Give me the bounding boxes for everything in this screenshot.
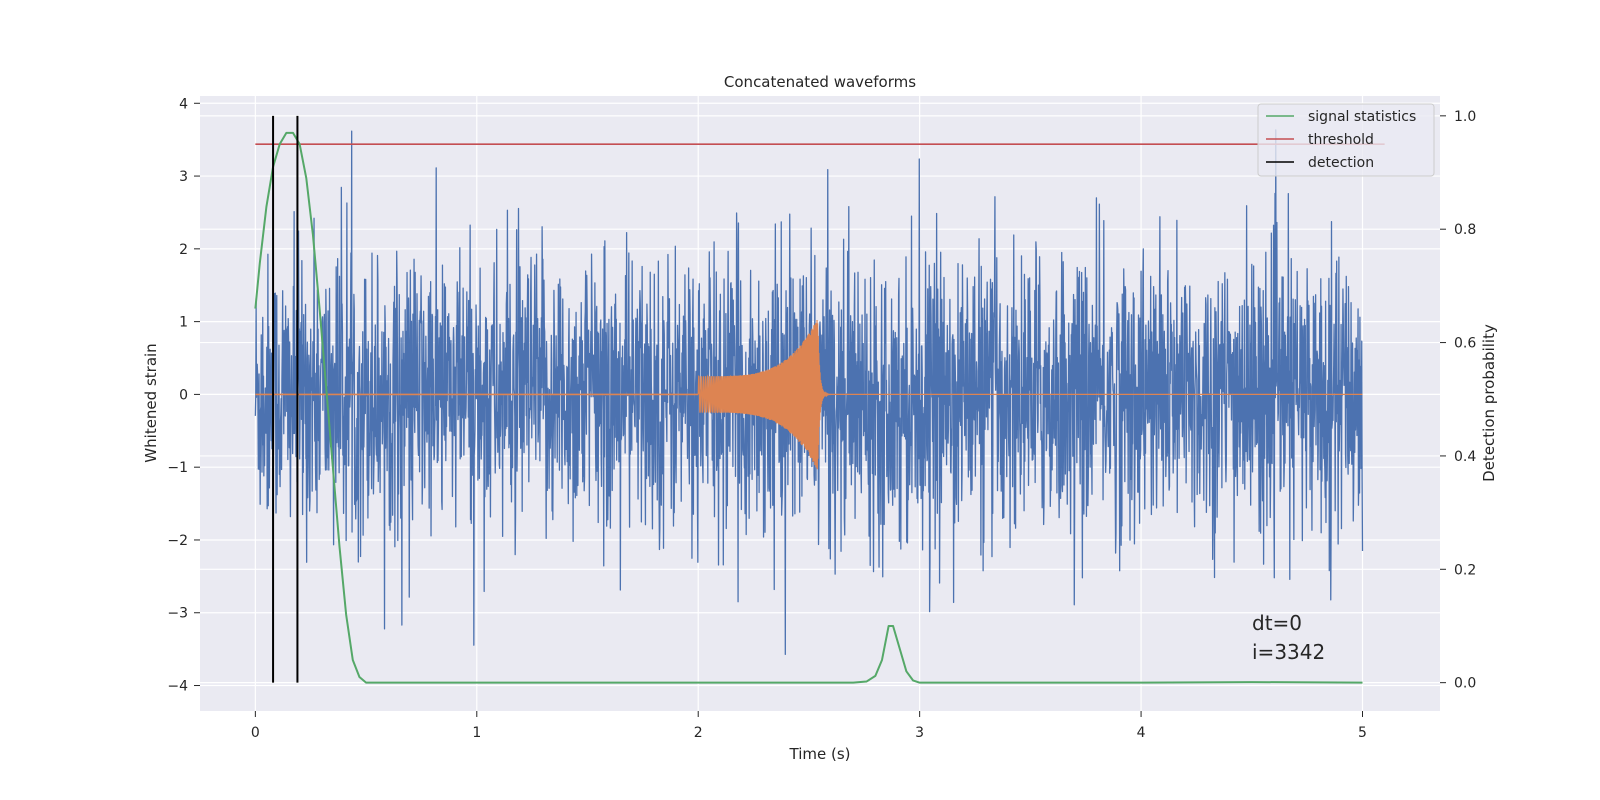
y-tick-label-0: −4 (167, 679, 188, 695)
y-tick-label-7: 3 (179, 169, 188, 185)
annotation-index: i=3342 (1252, 640, 1325, 664)
x-axis-label: Time (s) (789, 745, 851, 763)
x-tick-label-5: 5 (1358, 725, 1367, 741)
x-tick-label-0: 0 (251, 725, 260, 741)
chart-title: Concatenated waveforms (724, 73, 916, 91)
y-tick-label-3: −1 (167, 460, 188, 476)
axis-ticks: 0 1 2 3 4 5 −4 −3 −2 −1 0 1 2 3 4 0.0 0.2 0.4 0.6 0.8 1.0 (167, 96, 1476, 741)
y-right-tick-label-4: 0.8 (1454, 222, 1476, 238)
x-tick-label-1: 1 (472, 725, 481, 741)
y-right-tick-label-2: 0.4 (1454, 449, 1476, 465)
annotation-dt: dt=0 (1252, 611, 1302, 635)
legend-label-detection: detection (1308, 155, 1374, 171)
y-tick-label-5: 1 (179, 315, 188, 331)
y-tick-label-2: −2 (167, 533, 188, 549)
series-signal-statistics (254, 131, 1363, 684)
y-tick-label-1: −3 (167, 606, 188, 622)
x-tick-label-4: 4 (1137, 725, 1146, 741)
series-whitened-strain (254, 129, 1364, 655)
x-tick-label-3: 3 (915, 725, 924, 741)
y-right-tick-label-3: 0.6 (1454, 336, 1476, 352)
plot-series (254, 115, 1385, 684)
legend-label-signal-statistics: signal statistics (1308, 109, 1416, 125)
legend-box (1257, 103, 1435, 177)
y-tick-label-8: 4 (179, 96, 188, 112)
y-tick-label-4: 0 (179, 387, 188, 403)
y-right-tick-label-0: 0.0 (1454, 676, 1476, 692)
y-tick-label-6: 2 (179, 242, 188, 258)
y-axis-right-label: Detection probability (1480, 324, 1498, 482)
y-right-tick-label-5: 1.0 (1454, 109, 1476, 125)
y-right-tick-label-1: 0.2 (1454, 562, 1476, 578)
series-chirp (697, 319, 1363, 470)
legend: signal statistics threshold detection (1257, 103, 1435, 177)
y-axis-label: Whitened strain (142, 343, 160, 462)
legend-label-threshold: threshold (1308, 132, 1374, 148)
x-tick-label-2: 2 (694, 725, 703, 741)
